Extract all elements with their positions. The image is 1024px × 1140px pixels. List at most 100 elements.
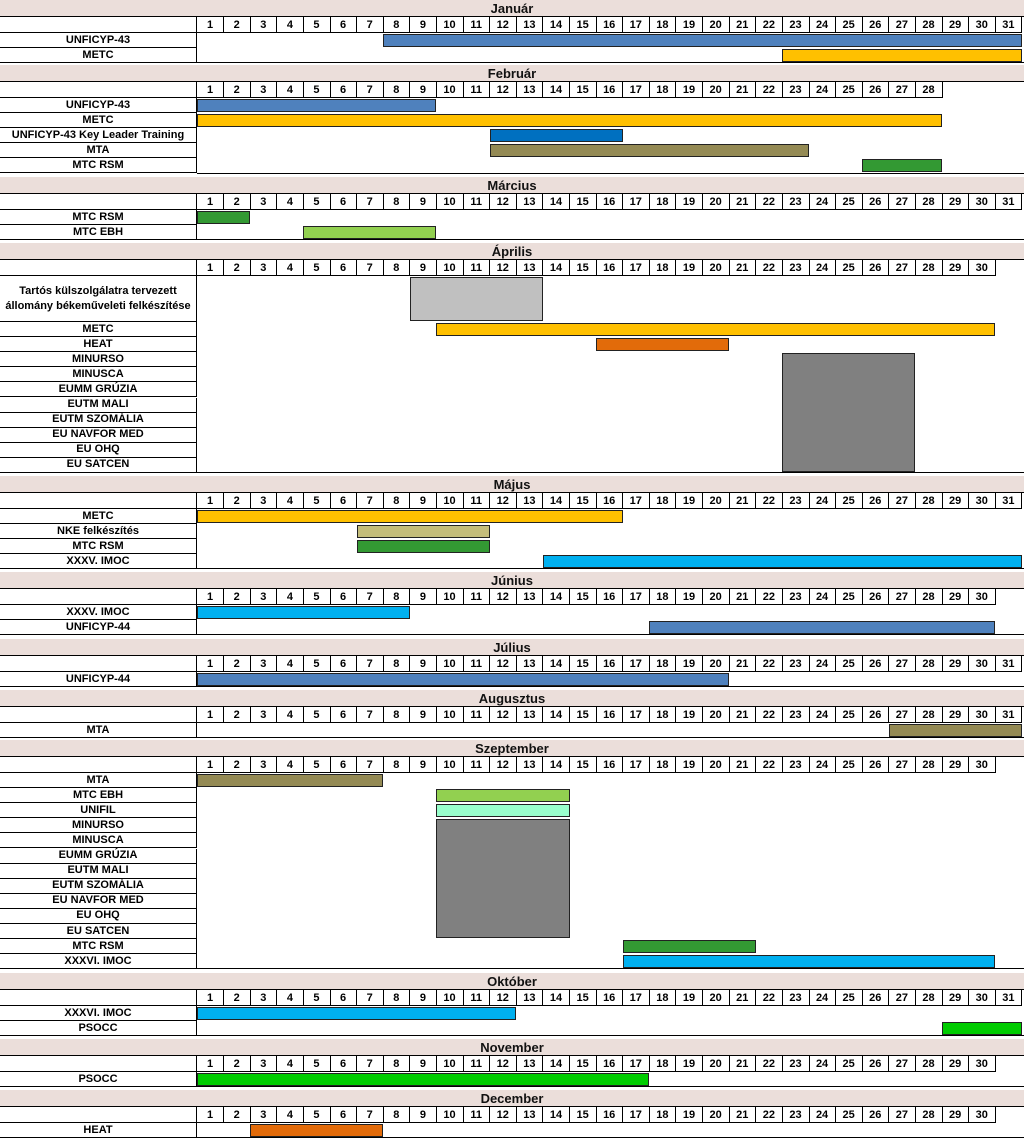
- day-number: 6: [330, 194, 358, 210]
- day-number: 23: [782, 589, 810, 605]
- day-number: 12: [489, 990, 517, 1006]
- day-number: 25: [835, 493, 863, 509]
- row-label: UNFICYP-44: [0, 620, 197, 636]
- day-number: 17: [622, 990, 650, 1006]
- day-number: 11: [463, 1107, 491, 1123]
- day-number: 8: [383, 589, 411, 605]
- day-number: 16: [596, 194, 624, 210]
- day-number: 7: [356, 656, 384, 672]
- day-number: 17: [622, 757, 650, 773]
- day-number: 23: [782, 990, 810, 1006]
- day-number: 13: [516, 757, 544, 773]
- day-number: 11: [463, 757, 491, 773]
- day-number: 16: [596, 17, 624, 33]
- day-number: 16: [596, 260, 624, 276]
- day-number: 7: [356, 1107, 384, 1123]
- day-number: 9: [409, 707, 437, 723]
- day-number: 1: [197, 757, 225, 773]
- day-number: 10: [436, 260, 464, 276]
- day-number: 31: [995, 990, 1023, 1006]
- row-label: UNFICYP-43: [0, 98, 197, 114]
- day-number: 14: [542, 493, 571, 509]
- day-number: 25: [835, 1107, 863, 1123]
- day-number: 12: [489, 707, 517, 723]
- day-number: 29: [942, 1056, 970, 1072]
- row-label: METC: [0, 113, 197, 129]
- day-number: 25: [835, 656, 863, 672]
- day-number: 26: [862, 17, 890, 33]
- day-number: 10: [436, 656, 464, 672]
- day-number: 18: [649, 260, 677, 276]
- day-number: 14: [542, 1056, 571, 1072]
- day-number: 13: [516, 656, 544, 672]
- month-header: Március: [0, 177, 1024, 194]
- day-number: 18: [649, 707, 677, 723]
- day-number: 28: [915, 589, 943, 605]
- day-number: 12: [489, 1056, 517, 1072]
- row-label: MINURSO: [0, 352, 197, 368]
- day-number: 12: [489, 260, 517, 276]
- day-number: 26: [862, 1056, 890, 1072]
- day-number: 29: [942, 656, 970, 672]
- event-bar: [942, 1022, 1022, 1036]
- day-number: 24: [809, 1107, 837, 1123]
- day-number: 2: [223, 82, 251, 98]
- day-number: 25: [835, 194, 863, 210]
- day-number: 2: [223, 707, 251, 723]
- row-label: MINURSO: [0, 818, 197, 834]
- day-number: 11: [463, 17, 491, 33]
- day-number: 21: [729, 757, 757, 773]
- day-number: 16: [596, 589, 624, 605]
- day-number: 25: [835, 1056, 863, 1072]
- day-number: 26: [862, 757, 890, 773]
- day-number: 10: [436, 757, 464, 773]
- day-number: 29: [942, 757, 970, 773]
- day-number: 22: [755, 17, 783, 33]
- timeline-grid: [197, 773, 1024, 970]
- day-number: 27: [888, 1056, 916, 1072]
- day-number: 22: [755, 656, 783, 672]
- day-number: 1: [197, 589, 225, 605]
- day-number: 18: [649, 656, 677, 672]
- day-number: 20: [702, 707, 730, 723]
- day-number: 20: [702, 194, 730, 210]
- day-number: 21: [729, 1056, 757, 1072]
- day-number: 23: [782, 17, 810, 33]
- event-bar: [356, 540, 490, 554]
- day-number: 27: [888, 1107, 916, 1123]
- day-number: 19: [675, 656, 704, 672]
- row-label: METC: [0, 322, 197, 338]
- day-number: 16: [596, 82, 624, 98]
- day-number: 22: [755, 707, 783, 723]
- day-number: 25: [835, 17, 863, 33]
- day-number: 2: [223, 17, 251, 33]
- day-number: 2: [223, 1107, 251, 1123]
- day-number: 20: [702, 589, 730, 605]
- day-number: 25: [835, 707, 863, 723]
- day-number: 10: [436, 589, 464, 605]
- day-number: 22: [755, 260, 783, 276]
- day-row-label: [0, 82, 197, 98]
- day-number: 20: [702, 493, 730, 509]
- day-number: 3: [250, 656, 278, 672]
- day-number: 27: [888, 17, 916, 33]
- day-number: 11: [463, 493, 491, 509]
- day-number: 30: [968, 1056, 996, 1072]
- day-number: 8: [383, 707, 411, 723]
- day-number: 22: [755, 194, 783, 210]
- day-number: 25: [835, 757, 863, 773]
- day-number: 16: [596, 707, 624, 723]
- day-number: 26: [862, 493, 890, 509]
- day-number: 24: [809, 194, 837, 210]
- month-header: Október: [0, 973, 1024, 990]
- month-header: December: [0, 1090, 1024, 1107]
- day-number: 9: [409, 194, 437, 210]
- day-number: 2: [223, 656, 251, 672]
- day-number: 3: [250, 1056, 278, 1072]
- day-number: 21: [729, 589, 757, 605]
- day-number: 14: [542, 1107, 571, 1123]
- day-number: 9: [409, 1056, 437, 1072]
- event-bar: [888, 724, 1022, 738]
- row-label: MTC RSM: [0, 539, 197, 555]
